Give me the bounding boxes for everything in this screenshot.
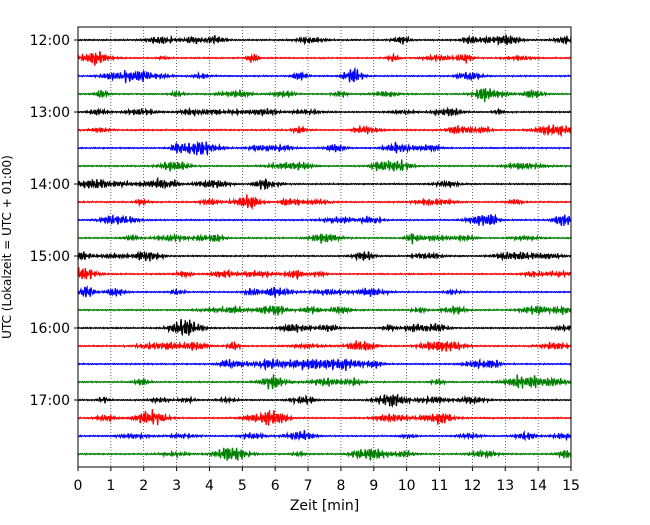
y-tick-label: 12:00 — [30, 33, 70, 49]
x-tick-label: 4 — [205, 478, 214, 494]
trace-line — [77, 447, 572, 462]
trace-line — [77, 266, 572, 281]
y-tick-label: 15:00 — [30, 249, 70, 265]
y-tick-label: 16:00 — [30, 321, 70, 337]
trace-line — [77, 34, 572, 46]
trace-line — [77, 88, 572, 103]
y-tick-label: 13:00 — [30, 105, 70, 121]
trace-line — [77, 159, 572, 172]
x-tick-label: 13 — [496, 478, 514, 494]
x-tick-label: 6 — [271, 478, 280, 494]
trace-line — [77, 430, 572, 442]
x-tick-label: 9 — [369, 478, 378, 494]
x-tick-label: 12 — [463, 478, 481, 494]
x-tick-label: 7 — [304, 478, 313, 494]
trace-line — [77, 140, 572, 157]
y-tick-label: 17:00 — [30, 393, 70, 409]
trace-line — [77, 232, 572, 245]
x-tick-label: 10 — [398, 478, 416, 494]
y-axis-ticks: 12:00 13:00 14:00 15:00 16:00 17:00 — [30, 33, 78, 409]
y-tick-label: 14:00 — [30, 177, 70, 193]
trace-line — [77, 318, 572, 337]
trace-line — [77, 176, 572, 191]
trace-line — [77, 250, 572, 262]
x-tick-label: 11 — [431, 478, 449, 494]
trace-line — [77, 357, 572, 372]
y-axis-label: UTC (Lokalzeit = UTC + 01:00) — [0, 155, 14, 339]
trace-line — [77, 284, 572, 300]
x-tick-label: 2 — [139, 478, 148, 494]
x-tick-label: 3 — [172, 478, 181, 494]
trace-line — [77, 213, 572, 226]
trace-line — [77, 394, 572, 408]
grid-lines — [110, 27, 539, 467]
x-tick-label: 15 — [562, 478, 580, 494]
trace-line — [77, 304, 572, 317]
x-tick-label: 8 — [336, 478, 345, 494]
x-tick-label: 1 — [106, 478, 115, 494]
trace-line — [77, 374, 572, 390]
trace-line — [77, 51, 572, 67]
trace-line — [77, 409, 572, 426]
trace-line — [77, 66, 572, 84]
x-tick-label: 0 — [74, 478, 83, 494]
trace-line — [77, 124, 572, 138]
x-tick-label: 14 — [529, 478, 547, 494]
trace-line — [77, 194, 572, 210]
trace-line — [77, 106, 572, 118]
seismic-traces — [77, 34, 572, 462]
trace-line — [77, 340, 572, 352]
x-axis-label: Zeit [min] — [290, 498, 359, 514]
plot-frame — [77, 26, 572, 468]
x-tick-label: 5 — [238, 478, 247, 494]
x-axis-ticks: 0 1 2 3 4 5 6 7 8 9 10 11 12 13 14 15 — [74, 467, 580, 494]
